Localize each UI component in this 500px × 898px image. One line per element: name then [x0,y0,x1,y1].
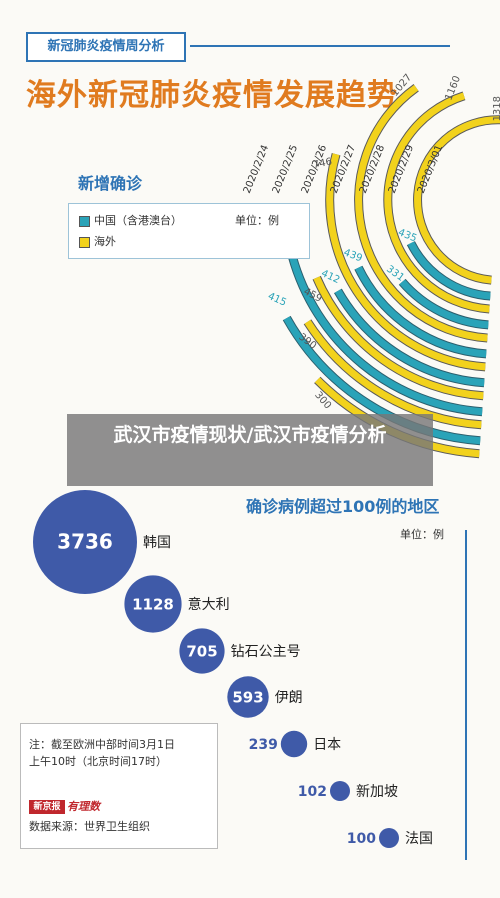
overlay-banner: 武汉市疫情现状/武汉市疫情分析 [67,414,433,486]
bubble-4 [280,730,308,758]
legend-swatch-overseas [79,236,90,248]
bubble-5 [330,781,350,801]
legend-item-overseas: 海外 [79,233,116,249]
logo-youlishu: 有理数 [67,800,100,813]
bubble-value-label-5: 102 [298,784,327,800]
arc-bar-china-3 [355,266,487,358]
arc-bar-china-0 [283,316,481,445]
legend-item-china: 中国（含港澳台） [79,212,182,228]
bubble-category-label-2: 钻石公主号 [231,644,301,660]
legend-label-overseas: 海外 [94,235,116,248]
header-rule [190,45,450,47]
legend-label-china: 中国（含港澳台） [94,214,182,227]
bubble-category-label-5: 新加坡 [356,784,398,800]
bubble-category-label-4: 日本 [313,737,341,753]
bubble-category-label-6: 法国 [405,831,433,847]
legend: 中国（含港澳台） 海外 单位：例 [68,203,310,259]
bubble-3 [227,676,269,718]
note-line-1: 注：截至欧洲中部时间3月1日 [29,738,175,751]
arc-bar-china-4 [399,279,489,329]
arc-bar-overseas-1 [304,319,482,429]
bubble-value-label-1: 1128 [132,596,174,614]
arc-unit-label: 单位：例 [235,214,279,227]
arc-bar-overseas-5 [384,92,490,313]
bubble-category-label-0: 韩国 [143,535,171,551]
bubble-0 [33,490,137,594]
bubble-unit-label: 单位：例 [400,528,444,541]
bubble-2 [179,628,225,674]
logo-xinjingbao: 新京报 [29,800,65,814]
note-line-2: 上午10时（北京时间17时） [29,755,167,768]
arc-bar-china-1 [288,254,483,416]
arc-bar-overseas-6 [414,116,500,284]
data-source: 数据来源：世界卫生组织 [29,820,150,833]
bubble-1 [124,575,182,633]
bubble-value-label-4: 239 [249,737,278,753]
legend-swatch-china [79,215,90,227]
bubble-value-label-2: 705 [186,643,217,661]
note-box: 注：截至欧洲中部时间3月1日 上午10时（北京时间17时） 新京报 有理数 数据… [20,723,218,849]
bubble-value-label-3: 593 [232,689,263,707]
arc-section-title: 新增确诊 [78,174,143,193]
publisher-logo: 新京报 有理数 [29,800,103,814]
bubble-axis-line [465,530,467,860]
arc-bar-china-5 [407,241,491,300]
bubble-category-label-3: 伊朗 [275,690,303,706]
bubble-category-label-1: 意大利 [188,596,230,613]
header-tag: 新冠肺炎疫情周分析 [26,32,186,62]
arc-bar-overseas-2 [313,276,484,400]
arc-bar-overseas-4 [355,84,488,342]
arc-bar-overseas-3 [326,153,486,371]
arc-value-label-overseas-3: 746 [312,156,333,171]
bubble-value-label-6: 100 [347,831,376,847]
bubble-6 [379,828,399,848]
page-title: 海外新冠肺炎疫情发展趋势 [26,78,398,113]
bubble-value-label-0: 3736 [57,530,113,554]
arc-bar-china-2 [334,289,485,387]
arc-value-label-overseas-6: 1318 [492,96,500,121]
bubble-section-title: 确诊病例超过100例的地区 [246,497,440,516]
